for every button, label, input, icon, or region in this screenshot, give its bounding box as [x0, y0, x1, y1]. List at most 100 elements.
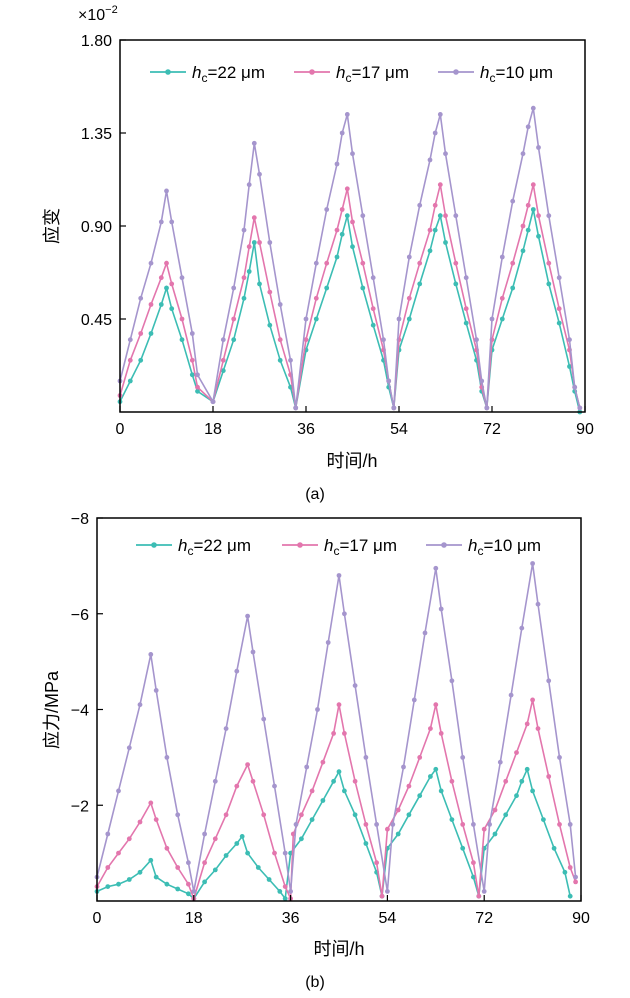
panel-b-caption: (b)	[305, 974, 325, 991]
panel-b-point-hc17-11	[202, 860, 208, 866]
panel-b-point-hc10-24	[325, 640, 331, 645]
panel-b-point-hc10-47	[546, 678, 552, 684]
panel-a-point-hc17-35	[417, 260, 423, 266]
panel-a-point-hc17-26	[344, 186, 350, 192]
panel-a-point-hc10-13	[241, 227, 247, 233]
panel-b-point-hc17-3	[126, 836, 132, 842]
panel-a-point-hc17-15	[251, 215, 257, 221]
panel-b-point-hc17-24	[320, 759, 326, 765]
panel-a-point-hc22-2	[138, 357, 144, 363]
panel-a-point-hc10-42	[474, 337, 479, 343]
panel-a-point-hc22-14	[246, 269, 252, 274]
panel-b-point-hc17-16	[250, 778, 256, 784]
panel-b-point-hc17-40	[460, 822, 466, 827]
panel-b-x-tick-label-36: 36	[282, 910, 300, 927]
panel-a-point-hc22-36	[427, 248, 433, 254]
panel-a-caption: (a)	[305, 486, 325, 503]
panel-b-point-hc17-38	[438, 731, 444, 736]
panel-a-point-hc10-44	[484, 405, 490, 411]
panel-a-x-axis-label: 时间/h	[326, 451, 377, 472]
panel-a-point-hc17-4	[158, 275, 164, 281]
panel-a-point-hc17-53	[556, 306, 562, 312]
panel-a-y-tick-label-0: 0.45	[81, 312, 112, 329]
panel-a-point-hc22-54	[567, 364, 572, 369]
panel-b-point-hc22-13	[223, 853, 229, 858]
panel-a-point-hc17-27	[350, 219, 355, 225]
panel-a-point-hc22-4	[158, 302, 164, 307]
panel-a-point-hc10-52	[546, 213, 552, 219]
panel-a-point-hc17-38	[437, 182, 443, 188]
panel-b-point-hc10-31	[390, 822, 396, 827]
panel-b-point-hc10-40	[481, 889, 487, 894]
panel-b-point-hc22-44	[492, 831, 498, 837]
panel-b-point-hc22-40	[460, 845, 466, 851]
panel-a-point-hc17-46	[499, 295, 505, 301]
panel-b-point-hc10-45	[530, 561, 535, 566]
panel-b-point-hc10-23	[315, 707, 320, 712]
panel-b-x-tick-label-54: 54	[379, 910, 397, 927]
panel-b-x-tick-label-0: 0	[93, 910, 102, 927]
panel-a-point-hc22-22	[313, 316, 319, 322]
panel-a-point-hc22-35	[417, 281, 423, 287]
panel-b-point-hc17-45	[503, 778, 509, 784]
panel-b-legend: hc=22 μm hc=17 μm hc=10 μm	[136, 536, 541, 558]
panel-a-point-hc17-23	[324, 260, 330, 266]
panel-b-point-hc10-35	[433, 565, 439, 571]
panel-b-point-hc17-23	[309, 788, 315, 794]
panel-a-point-hc10-50	[530, 105, 536, 111]
panel-a-point-hc10-30	[381, 337, 386, 343]
panel-b-point-hc22-14	[234, 841, 240, 846]
panel-a-point-hc10-31	[386, 378, 392, 384]
panel-a-point-hc22-17	[267, 322, 273, 328]
panel-a-point-hc17-48	[520, 223, 526, 229]
panel-b-point-hc17-39	[449, 778, 455, 784]
panel-b-point-hc22-53	[567, 893, 573, 899]
panel-b-point-hc22-27	[342, 788, 347, 794]
panel-a-y-axis-label: 应变	[42, 208, 63, 244]
panel-b-point-hc22-51	[551, 845, 557, 851]
panel-a-point-hc22-15	[251, 240, 257, 245]
panel-b-point-hc22-12	[212, 867, 218, 873]
panel-a-point-hc10-7	[179, 275, 185, 281]
panel-b-point-hc17-8	[175, 865, 181, 870]
panel-a-point-hc10-48	[520, 151, 526, 157]
panel-a-point-hc17-18	[277, 337, 283, 343]
panel-b-point-hc10-27	[352, 683, 358, 688]
panel-a-strain-chart: ×10−2 0 18 36 54 72 90 0.45 0.90 1.35 1.80 hc=22 …	[42, 4, 594, 503]
panel-b-point-hc22-48	[524, 766, 530, 772]
panel-b-point-hc22-22	[299, 836, 304, 842]
panel-a-point-hc17-28	[360, 260, 366, 266]
panel-a-point-hc17-22	[313, 295, 319, 301]
panel-a-point-hc17-12	[231, 316, 237, 322]
panel-b-point-hc10-3	[126, 745, 132, 751]
panel-a-point-hc10-53	[556, 275, 562, 281]
panel-b-point-hc17-30	[374, 860, 379, 866]
panel-b-point-hc17-4	[137, 819, 143, 825]
panel-b-point-hc17-48	[530, 697, 535, 703]
panel-b-point-hc17-5	[148, 800, 154, 806]
panel-b-point-hc10-29	[374, 822, 379, 827]
panel-a-y-tick-label-1: 0.90	[81, 219, 112, 236]
panel-b-point-hc17-15	[245, 762, 251, 767]
panel-b-ticks: 0 18 36 54 72 90 −2 −4 −6 −8	[71, 511, 590, 927]
panel-a-x-tick-label-72: 72	[483, 421, 501, 438]
panel-a-point-hc17-37	[432, 202, 438, 208]
panel-a-point-hc22-38	[437, 213, 443, 219]
panel-a-point-hc10-21	[303, 316, 309, 322]
panel-a-point-hc17-5	[164, 260, 169, 266]
panel-b-point-hc17-33	[395, 807, 401, 813]
panel-b-point-hc22-8	[175, 886, 181, 892]
panel-b-point-hc17-36	[428, 726, 433, 731]
panel-b-point-hc22-50	[541, 817, 546, 822]
panel-b-point-hc10-28	[363, 755, 369, 760]
panel-b-x-axis-label: 时间/h	[313, 939, 364, 960]
panel-b-point-hc10-38	[460, 755, 466, 760]
panel-b-point-hc22-7	[164, 881, 170, 887]
panel-b-legend-marker-hc10	[441, 542, 447, 548]
panel-a-point-hc10-1	[127, 337, 133, 343]
panel-a-point-hc17-47	[510, 260, 516, 266]
panel-a-point-hc17-7	[179, 316, 185, 322]
panel-a-point-hc10-28	[360, 213, 366, 219]
panel-b-point-hc17-44	[492, 807, 498, 813]
panel-b-point-hc17-25	[331, 731, 336, 736]
